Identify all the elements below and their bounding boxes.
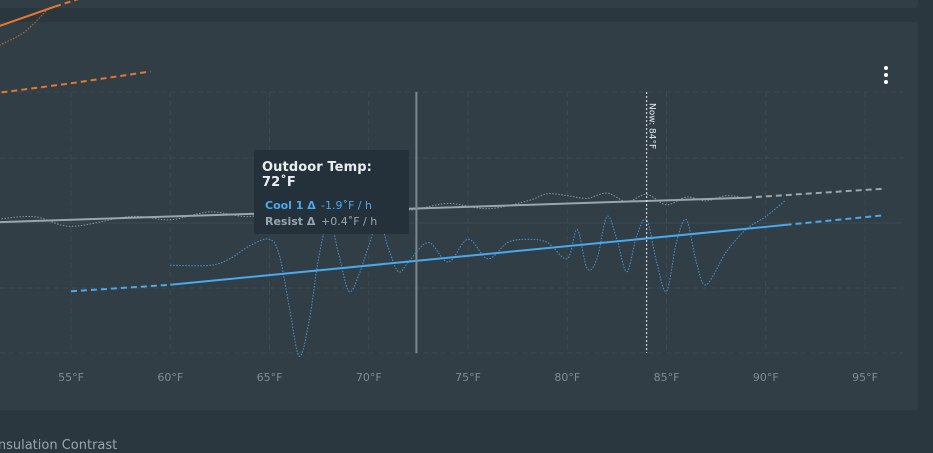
tooltip-row-value: +0.4˚F / h xyxy=(321,215,378,228)
now-marker-label: Now: 84°F xyxy=(647,103,657,149)
chart-grid xyxy=(0,91,903,354)
x-tick-label: 80°F xyxy=(554,371,580,384)
series-line-cool1_raw xyxy=(170,199,786,357)
x-tick-label: 85°F xyxy=(654,371,680,384)
x-tick-label: 90°F xyxy=(753,371,779,384)
tooltip-row-cool: Cool 1 Δ -1.9˚F / h xyxy=(262,199,409,215)
tooltip-row-name: Cool 1 Δ xyxy=(265,199,316,212)
chart-series xyxy=(0,0,885,357)
series-line-heat1_raw xyxy=(0,9,48,46)
kebab-dot xyxy=(884,66,888,70)
previous-card xyxy=(0,0,918,8)
x-axis-ticks: 55°F 60°F 65°F 70°F 75°F 80°F 85°F 90°F 95°F xyxy=(58,371,878,384)
series-line-heat2_projection xyxy=(0,70,151,94)
series-line-cool1 xyxy=(170,223,786,286)
x-tick-label: 60°F xyxy=(157,371,183,384)
tooltip-row-value: -1.9˚F / h xyxy=(321,199,372,212)
kebab-dot xyxy=(884,80,888,84)
series-line-resist_projection xyxy=(745,187,885,199)
series-line-heat1_projection xyxy=(54,0,79,8)
tooltip-title: Outdoor Temp: 72˚F xyxy=(262,160,372,190)
x-tick-label: 65°F xyxy=(257,371,283,384)
series-line-cool1_projection xyxy=(785,214,885,226)
series-line-cool1_projection_back xyxy=(70,283,171,293)
chart-markers: Now: 84°F xyxy=(415,92,657,353)
hover-tooltip: Outdoor Temp: 72˚F Cool 1 Δ -1.9˚F / h R… xyxy=(254,150,409,234)
x-tick-label: 75°F xyxy=(455,371,481,384)
kebab-dot xyxy=(884,73,888,77)
x-tick-label: 95°F xyxy=(852,371,878,384)
tooltip-row-name: Resist Δ xyxy=(265,215,316,228)
series-line-resist_raw xyxy=(0,192,746,227)
next-section-title: Insulation Contrast xyxy=(0,438,118,453)
x-tick-label: 70°F xyxy=(356,371,382,384)
chart-card xyxy=(0,22,918,410)
x-tick-label: 55°F xyxy=(58,371,84,384)
series-line-heat1 xyxy=(0,5,56,27)
more-vertical-icon[interactable] xyxy=(877,62,895,88)
tooltip-row-resist: Resist Δ +0.4˚F / h xyxy=(262,215,409,231)
